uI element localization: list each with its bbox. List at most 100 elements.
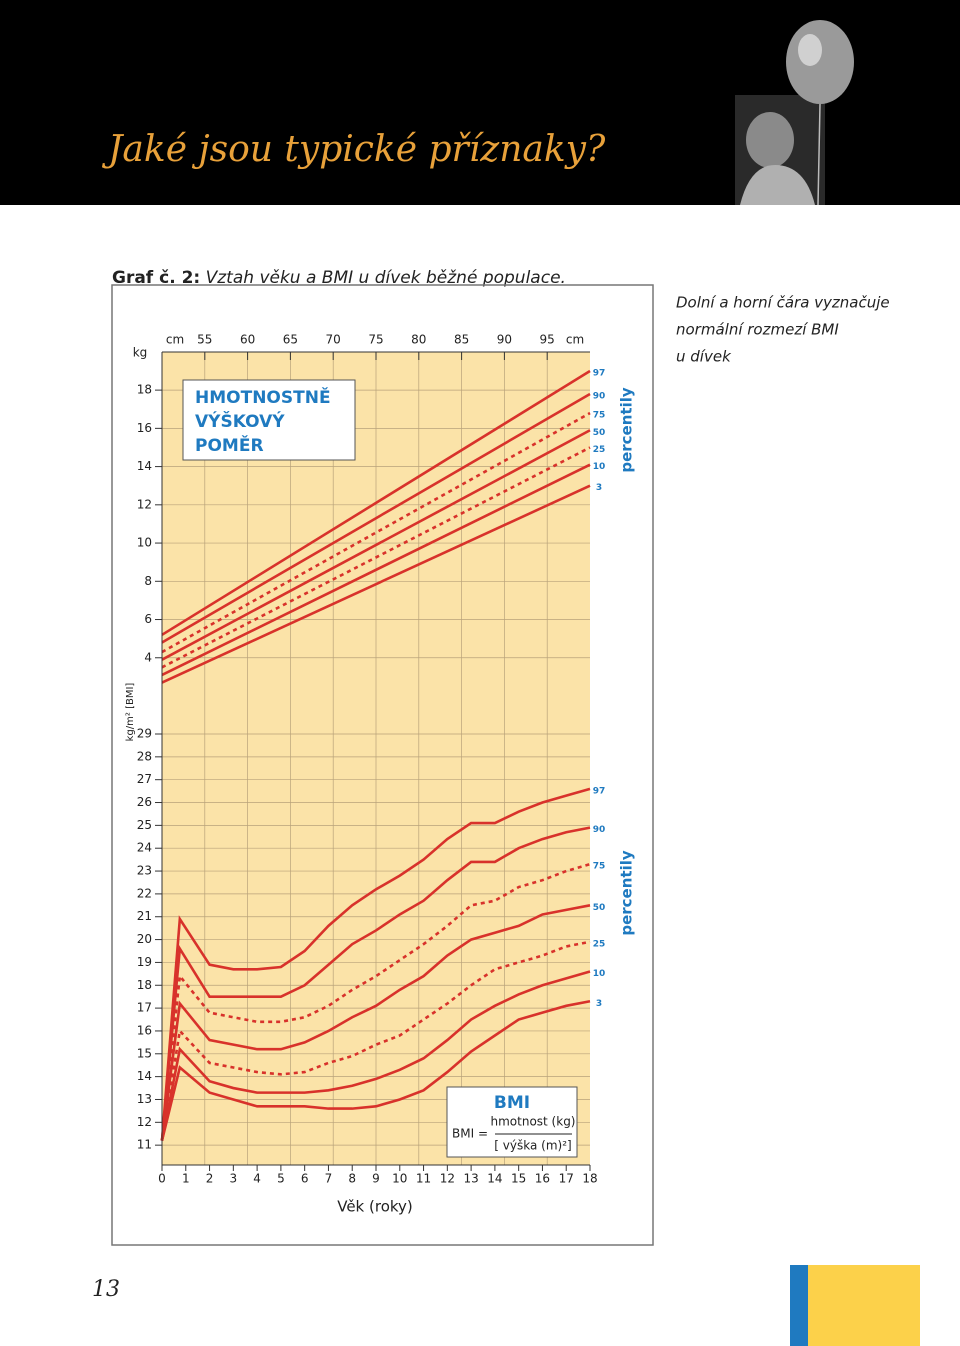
x-tick-label: 95 <box>540 333 555 347</box>
grid <box>162 352 590 1165</box>
page-number: 13 <box>92 1277 120 1302</box>
y-tick-label: 24 <box>137 841 152 855</box>
annotation-line: HMOTNOSTNĚ <box>195 386 331 408</box>
y-tick-label: 21 <box>137 909 152 923</box>
x-tick-label: 18 <box>582 1172 597 1186</box>
y-tick-label: 4 <box>144 650 152 664</box>
corner-strip <box>790 1265 808 1346</box>
x-tick-label: 85 <box>454 333 469 347</box>
formula-lhs: BMI = <box>452 1127 488 1141</box>
percentile-line <box>160 826 591 1141</box>
percentile-label: 97 <box>593 786 606 796</box>
x-tick-label: 10 <box>392 1172 407 1186</box>
side-note-line: u dívek <box>676 348 732 366</box>
legend-title: percentily <box>618 387 636 473</box>
y-tick-label: 12 <box>137 497 152 511</box>
x-tick-label: 75 <box>368 333 383 347</box>
photo <box>735 20 854 206</box>
y-tick-label: 18 <box>137 383 152 397</box>
x-tick-label: 9 <box>372 1172 380 1186</box>
y-tick-label: 13 <box>137 1092 152 1106</box>
y-tick-label: 27 <box>137 772 152 786</box>
x-tick-label: 55 <box>197 333 212 347</box>
annotation-line: VÝŠKOVÝ <box>195 410 285 432</box>
percentile-label: 10 <box>593 969 606 979</box>
y-tick-label: 16 <box>137 1023 152 1037</box>
formula-title: BMI <box>494 1093 530 1113</box>
x-label: Věk (roky) <box>337 1198 413 1216</box>
x-tick-label: 17 <box>559 1172 574 1186</box>
corner-block <box>808 1265 920 1346</box>
percentile-line <box>161 369 591 636</box>
percentile-line <box>161 392 591 644</box>
x-tick-label: 60 <box>240 333 255 347</box>
y-tick-label: 22 <box>137 886 152 900</box>
y-tick-label: 26 <box>137 795 152 809</box>
caption: Graf č. 2: Vztah věku a BMI u dívek běžn… <box>112 268 566 288</box>
y-tick-label: 23 <box>137 864 152 878</box>
y-tick-label: 14 <box>137 1069 152 1083</box>
percentile-label: 3 <box>596 483 602 493</box>
x-tick-label: 2 <box>206 1172 214 1186</box>
x-tick-label: 8 <box>348 1172 356 1186</box>
x-tick-label: 15 <box>511 1172 526 1186</box>
y-tick-label: 18 <box>137 978 152 992</box>
side-note: Dolní a horní čára vyznačuje normální ro… <box>676 294 890 366</box>
x-tick-label: 1 <box>182 1172 190 1186</box>
percentile-line <box>160 970 591 1141</box>
annotation-box <box>182 379 356 461</box>
y-tick-label: 17 <box>137 1001 152 1015</box>
x-unit: cm <box>566 333 584 347</box>
percentile-line <box>160 862 591 1141</box>
percentile-line <box>160 787 591 1141</box>
percentile-line <box>160 999 591 1141</box>
x-tick-label: 6 <box>301 1172 309 1186</box>
x-tick-label: 70 <box>326 333 341 347</box>
x-tick-label: 7 <box>325 1172 333 1186</box>
percentile-line <box>161 411 591 654</box>
side-note-line: Dolní a horní čára vyznačuje <box>676 294 890 312</box>
percentile-line <box>161 446 591 669</box>
percentile-label: 25 <box>593 445 606 455</box>
y-tick-label: 8 <box>144 574 152 588</box>
y-label: kg/m² [BMI] <box>125 683 136 742</box>
y-tick-label: 16 <box>137 421 152 435</box>
percentile-line <box>161 484 591 684</box>
caption-label: Graf č. 2: <box>112 268 200 288</box>
x-unit: cm <box>166 333 184 347</box>
x-tick-label: 13 <box>463 1172 478 1186</box>
y-tick-label: 19 <box>137 955 152 969</box>
y-tick-label: 6 <box>144 612 152 626</box>
chart-frame <box>111 284 654 1246</box>
page-title: Jaké jsou typické příznaky? <box>101 129 606 170</box>
y-tick-label: 14 <box>137 459 152 473</box>
percentile-label: 50 <box>593 903 606 913</box>
formula-denominator: [ výška (m)²] <box>494 1139 571 1153</box>
x-tick-label: 65 <box>283 333 298 347</box>
plot-lines <box>160 369 591 1141</box>
percentile-line <box>161 429 591 661</box>
percentile-label: 90 <box>593 391 606 401</box>
percentile-line <box>160 904 591 1141</box>
y-label: kg <box>133 346 148 360</box>
y-tick-label: 11 <box>137 1138 152 1152</box>
y-tick-label: 28 <box>137 749 152 763</box>
x-tick-label: 3 <box>230 1172 238 1186</box>
formula-box: BMI BMI = hmotnost (kg) [ výška (m)²] <box>446 1086 578 1158</box>
percentile-label: 50 <box>593 428 606 438</box>
percentile-line <box>161 463 591 677</box>
x-tick-label: 12 <box>440 1172 455 1186</box>
percentile-label: 10 <box>593 462 606 472</box>
legend-title: percentily <box>618 850 636 936</box>
x-tick-label: 11 <box>416 1172 431 1186</box>
y-tick-label: 29 <box>137 727 152 741</box>
y-tick-label: 12 <box>137 1115 152 1129</box>
x-tick-label: 14 <box>487 1172 502 1186</box>
percentile-line <box>160 940 591 1141</box>
percentile-label: 25 <box>593 939 606 949</box>
caption-text: Vztah věku a BMI u dívek běžné populace. <box>206 268 566 288</box>
x-tick-label: 5 <box>277 1172 285 1186</box>
percentile-label: 97 <box>593 369 606 379</box>
percentile-label: 75 <box>593 411 606 421</box>
